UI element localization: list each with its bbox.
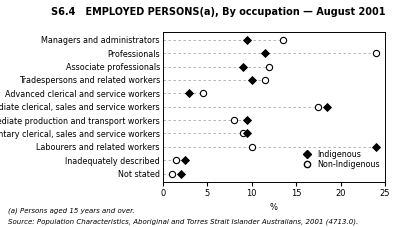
X-axis label: %: %	[270, 203, 278, 212]
Text: (a) Persons aged 15 years and over.: (a) Persons aged 15 years and over.	[8, 208, 135, 214]
Legend: Indigenous, Non-Indigenous: Indigenous, Non-Indigenous	[298, 149, 381, 170]
Text: S6.4   EMPLOYED PERSONS(a), By occupation — August 2001: S6.4 EMPLOYED PERSONS(a), By occupation …	[51, 7, 385, 17]
Text: Source: Population Characteristics, Aboriginal and Torres Strait Islander Austra: Source: Population Characteristics, Abor…	[8, 218, 358, 225]
